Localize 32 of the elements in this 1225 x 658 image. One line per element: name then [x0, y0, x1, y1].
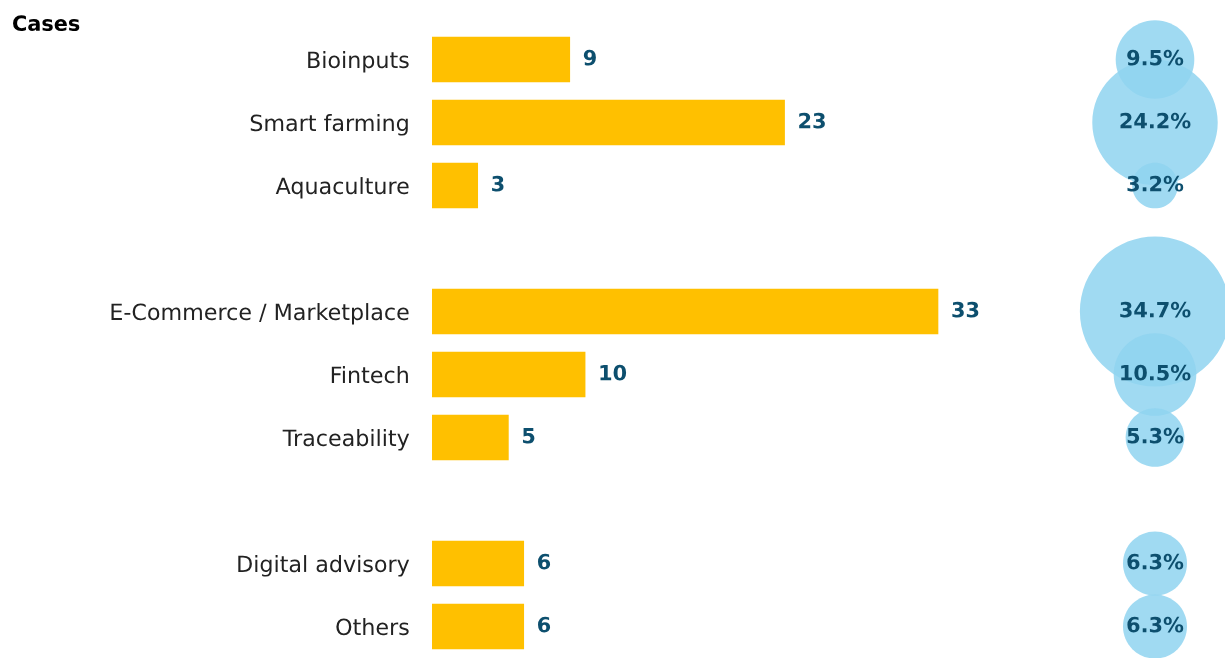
text: Cases: [13, 15, 80, 32]
y-tick-label: Bioinputs: [308, 51, 409, 73]
data-label: 5.3%: [1127, 427, 1184, 444]
bar: [432, 540, 525, 587]
data-label: 10: [600, 364, 627, 381]
data-label: 24.2%: [1120, 112, 1191, 129]
data-label: 6: [538, 553, 551, 570]
data-label: 6.3%: [1127, 616, 1184, 633]
data-label: 3: [492, 175, 504, 192]
y-tick-label: Digital advisory: [238, 555, 410, 577]
bar: [432, 36, 571, 83]
data-label: 6: [538, 616, 551, 633]
y-tick-label: Smart farming: [250, 114, 408, 136]
y-tick-label: Others: [336, 618, 409, 636]
bar: [432, 162, 479, 209]
data-label: 23: [799, 112, 825, 129]
bar: [432, 414, 509, 461]
bar: [432, 603, 525, 650]
data-label: 34.7%: [1120, 301, 1191, 318]
bar: [432, 99, 785, 146]
bar: [432, 351, 586, 398]
bar: [432, 288, 939, 335]
data-label: 6.3%: [1127, 553, 1184, 570]
data-label: 10.5%: [1121, 364, 1191, 381]
data-label: 5: [522, 428, 535, 444]
data-label: 9: [583, 49, 596, 66]
y-tick-label: Traceability: [282, 429, 410, 451]
data-label: 9.5%: [1127, 49, 1184, 66]
y-tick-label: Fintech: [331, 366, 408, 384]
y-tick-label: Aquaculture: [275, 177, 409, 199]
data-label: 33: [952, 301, 979, 318]
y-tick-label: E-Commerce / Marketplace: [111, 303, 409, 325]
